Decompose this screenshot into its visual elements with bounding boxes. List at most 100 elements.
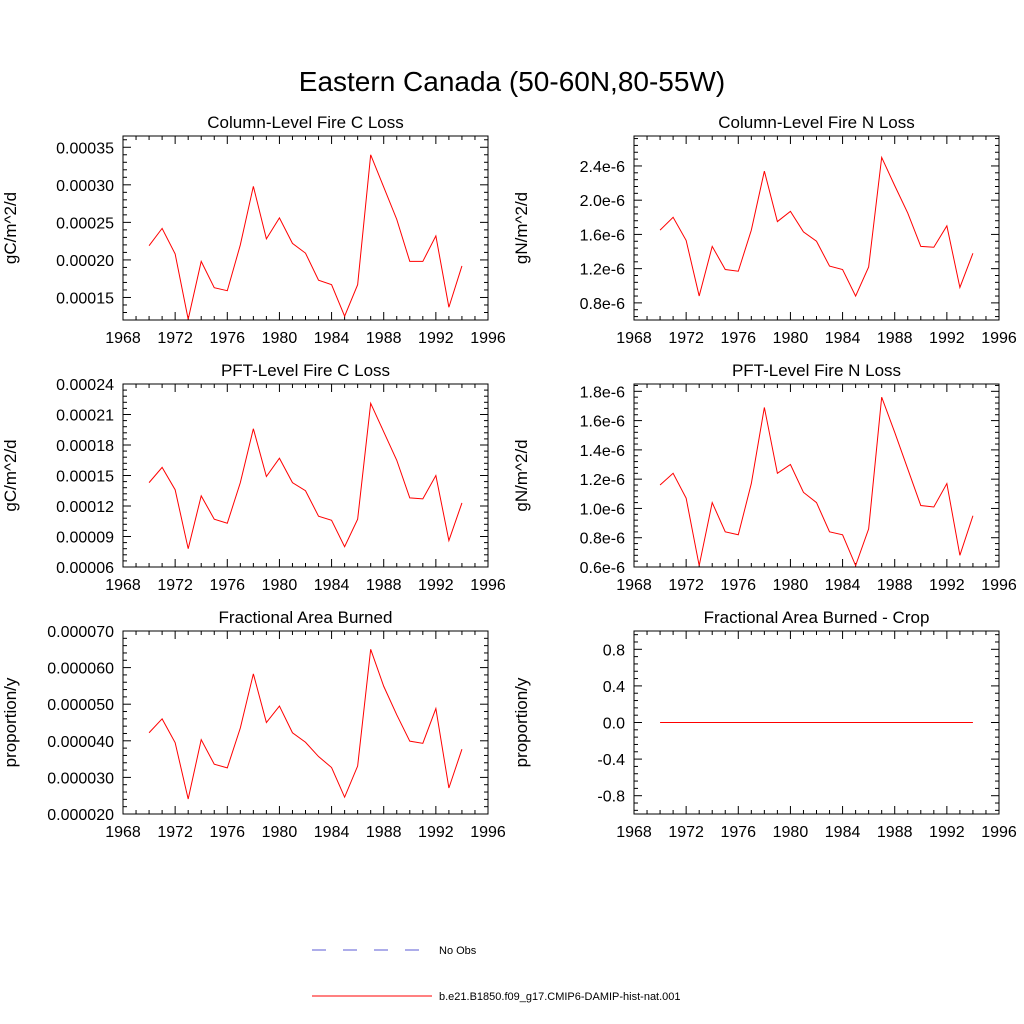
x-tick-label: 1968: [616, 824, 652, 841]
x-tick-label: 1996: [470, 577, 506, 594]
y-tick-label: 0.00009: [56, 530, 114, 547]
x-tick-label: 1992: [929, 577, 965, 594]
y-tick-label: 0.00024: [56, 377, 114, 394]
x-tick-label: 1972: [157, 577, 193, 594]
x-tick-label: 1980: [262, 330, 298, 347]
plot-frame: [122, 630, 489, 815]
panels: Column-Level Fire C Loss gC/m^2/d 1968 1972…: [1, 113, 1017, 841]
x-tick-label: 1992: [929, 330, 965, 347]
y-tick-label: 2.0e-6: [580, 193, 625, 210]
x-tick-label: 1972: [668, 330, 704, 347]
x-tick-label: 1972: [668, 577, 704, 594]
y-tick-label: 1.6e-6: [580, 227, 625, 244]
y-tick-label: 1.2e-6: [580, 472, 625, 489]
x-tick-label: 1976: [720, 577, 756, 594]
y-axis-label: proportion/y: [1, 677, 20, 767]
y-tick-label: 0.0: [603, 716, 625, 733]
y-tick-label: 0.00021: [56, 408, 114, 425]
figure-title: Eastern Canada (50-60N,80-55W): [299, 66, 725, 97]
x-tick-label: 1976: [209, 824, 245, 841]
panel-title: Column-Level Fire N Loss: [718, 113, 915, 132]
panel-3: PFT-Level Fire C Loss gC/m^2/d 1968 1972 197…: [1, 361, 506, 594]
x-tick-label: 1968: [105, 577, 141, 594]
y-axis-label: gN/m^2/d: [512, 192, 531, 264]
y-tick-label: 0.00015: [56, 469, 114, 486]
x-tick-label: 1976: [720, 330, 756, 347]
series-line-model: [148, 154, 463, 320]
x-tick-label: 1988: [877, 824, 913, 841]
y-tick-label: 0.00015: [56, 290, 114, 307]
x-tick-label: 1968: [616, 330, 652, 347]
series-line-model: [148, 649, 463, 800]
y-tick-label: 1.2e-6: [580, 262, 625, 279]
panel-title: PFT-Level Fire C Loss: [221, 361, 390, 380]
panel-title: Fractional Area Burned - Crop: [704, 608, 930, 627]
y-tick-label: 0.00030: [56, 178, 114, 195]
legend-label-model: b.e21.B1850.f09_g17.CMIP6-DAMIP-hist-nat…: [439, 991, 681, 1003]
y-tick-label: 0.00006: [56, 560, 114, 577]
panel-title: Fractional Area Burned: [219, 608, 393, 627]
y-tick-label: 0.000070: [47, 624, 114, 641]
x-tick-label: 1996: [981, 577, 1017, 594]
x-tick-label: 1984: [314, 330, 350, 347]
x-tick-label: 1980: [773, 330, 809, 347]
panel-4: PFT-Level Fire N Loss gN/m^2/d 1968 1972 197…: [512, 361, 1017, 594]
x-tick-label: 1980: [262, 824, 298, 841]
panel-1: Column-Level Fire C Loss gC/m^2/d 1968 1972…: [1, 113, 506, 347]
x-tick-label: 1984: [314, 824, 350, 841]
x-tick-label: 1996: [470, 824, 506, 841]
x-tick-label: 1992: [418, 330, 454, 347]
y-tick-label: 0.000040: [47, 734, 114, 751]
plot-frame: [633, 135, 1000, 321]
x-tick-label: 1980: [262, 577, 298, 594]
x-tick-label: 1976: [209, 577, 245, 594]
legend: No Obs b.e21.B1850.f09_g17.CMIP6-DAMIP-h…: [312, 945, 681, 1003]
y-axis-label: gC/m^2/d: [1, 192, 20, 264]
y-tick-label: 2.4e-6: [580, 159, 625, 176]
x-tick-label: 1980: [773, 824, 809, 841]
x-tick-label: 1988: [366, 824, 402, 841]
series-line-model: [148, 401, 463, 549]
x-tick-label: 1976: [720, 824, 756, 841]
y-tick-label: -0.4: [597, 752, 625, 769]
y-tick-label: 1.6e-6: [580, 414, 625, 431]
x-tick-label: 1976: [209, 330, 245, 347]
x-tick-label: 1972: [668, 824, 704, 841]
x-tick-label: 1984: [314, 577, 350, 594]
plot-frame: [633, 383, 1000, 568]
x-tick-label: 1968: [616, 577, 652, 594]
y-tick-label: 1.8e-6: [580, 384, 625, 401]
panel-2: Column-Level Fire N Loss gN/m^2/d 1968 1972…: [512, 113, 1017, 347]
x-tick-label: 1996: [981, 330, 1017, 347]
panel-title: PFT-Level Fire N Loss: [732, 361, 901, 380]
y-tick-label: 0.00020: [56, 253, 114, 270]
y-axis-label: gC/m^2/d: [1, 439, 20, 511]
panel-5: Fractional Area Burned proportion/y 1968 19…: [1, 608, 506, 841]
y-axis-label: gN/m^2/d: [512, 439, 531, 511]
y-tick-label: 0.000050: [47, 697, 114, 714]
x-tick-label: 1984: [825, 330, 861, 347]
x-tick-label: 1988: [877, 577, 913, 594]
y-tick-label: 0.8e-6: [580, 296, 625, 313]
y-tick-label: 0.000030: [47, 770, 114, 787]
y-axis-label: proportion/y: [512, 677, 531, 767]
series-line-model: [659, 155, 974, 298]
x-tick-label: 1972: [157, 824, 193, 841]
x-tick-label: 1968: [105, 824, 141, 841]
x-tick-label: 1984: [825, 577, 861, 594]
y-tick-label: 0.000060: [47, 661, 114, 678]
x-tick-label: 1996: [470, 330, 506, 347]
x-tick-label: 1996: [981, 824, 1017, 841]
panel-6: Fractional Area Burned - Crop proportion/…: [512, 608, 1017, 841]
x-tick-label: 1980: [773, 577, 809, 594]
series-line-model: [659, 397, 974, 567]
y-tick-label: 0.00025: [56, 215, 114, 232]
x-tick-label: 1988: [366, 330, 402, 347]
y-tick-label: 0.6e-6: [580, 560, 625, 577]
x-tick-label: 1968: [105, 330, 141, 347]
y-tick-label: 0.4: [603, 679, 625, 696]
x-tick-label: 1984: [825, 824, 861, 841]
y-tick-label: 1.0e-6: [580, 501, 625, 518]
y-tick-label: 0.00035: [56, 140, 114, 157]
